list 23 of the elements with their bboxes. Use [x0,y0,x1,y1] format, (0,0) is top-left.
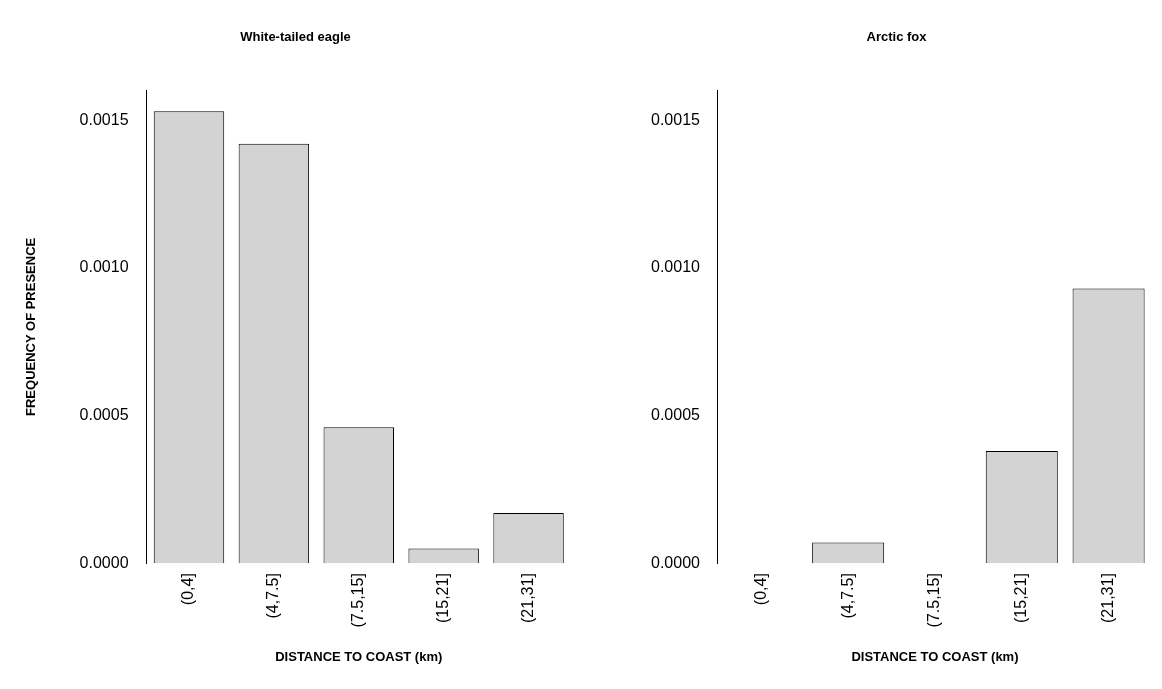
x-tick-label: (4,7.5] [838,573,856,619]
x-axis-title: DISTANCE TO COAST (km) [275,648,443,664]
y-tick-label: 0.0005 [651,405,701,423]
y-axis-title: FREQUENCY OF PRESENCE [23,237,39,416]
x-tick-label: (15,21] [434,573,452,623]
x-tick-label: (21,31] [518,573,536,623]
y-tick-label: 0.0010 [651,258,701,276]
y-tick-label: 0.0005 [79,405,129,423]
y-tick-label: 0.0015 [651,110,701,128]
x-tick-label: (7.5,15] [349,573,367,628]
y-tick-label: 0.0000 [79,553,129,571]
chart-title: Arctic fox [866,29,928,45]
x-tick-label: (21,31] [1099,573,1116,623]
x-tick-label: (7.5,15] [925,573,943,628]
x-tick-label: (15,21] [1012,573,1030,623]
x-axis-title: DISTANCE TO COAST (km) [851,648,1019,664]
y-tick-label: 0.0010 [79,258,129,276]
y-tick-label: 0.0015 [79,110,129,128]
y-tick-label: 0.0000 [651,553,701,571]
x-tick-label: (0,4] [751,573,769,606]
x-tick-label: (0,4] [179,573,197,606]
chart-title: White-tailed eagle [240,29,351,45]
x-tick-label: (4,7.5] [264,573,282,619]
